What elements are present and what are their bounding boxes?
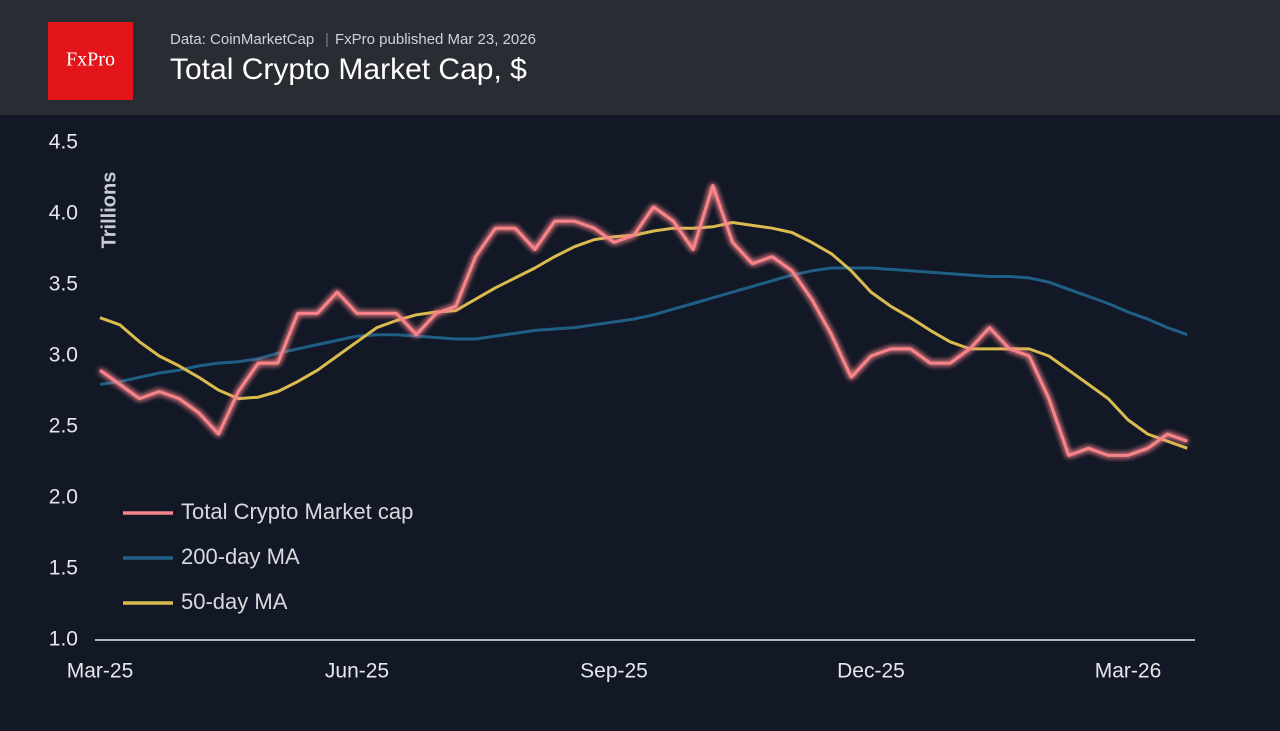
x-tick-label: Dec-25	[837, 660, 905, 683]
source: Data: CoinMarketCap	[170, 31, 314, 48]
y-tick-label: 3.0	[49, 344, 78, 367]
logo: FxPro	[66, 49, 115, 71]
x-tick-label: Sep-25	[580, 660, 648, 683]
series-line	[99, 221, 1188, 450]
legend-label: 200-day MA	[181, 544, 300, 569]
x-tick-label: Mar-25	[67, 660, 134, 683]
chart-title: Total Crypto Market Cap, $	[170, 53, 527, 86]
y-tick-label: 1.5	[49, 557, 78, 580]
series-line	[99, 184, 1188, 457]
legend-label: 50-day MA	[181, 589, 288, 614]
y-tick-label: 1.0	[49, 628, 78, 651]
y-tick-label: 2.5	[49, 415, 78, 438]
x-tick-label: Mar-26	[1095, 660, 1162, 683]
y-tick-label: 4.5	[49, 131, 78, 154]
y-tick-label: 3.5	[49, 273, 78, 296]
logo-box	[48, 22, 133, 100]
y-tick-label: 2.0	[49, 486, 78, 509]
header	[0, 0, 1280, 115]
legend-label: Total Crypto Market cap	[181, 499, 413, 524]
x-tick-label: Jun-25	[325, 660, 389, 683]
published: FxPro published Mar 23, 2026	[335, 31, 536, 48]
y-axis-label: Trillions	[98, 172, 120, 249]
y-tick-label: 4.0	[49, 202, 78, 225]
